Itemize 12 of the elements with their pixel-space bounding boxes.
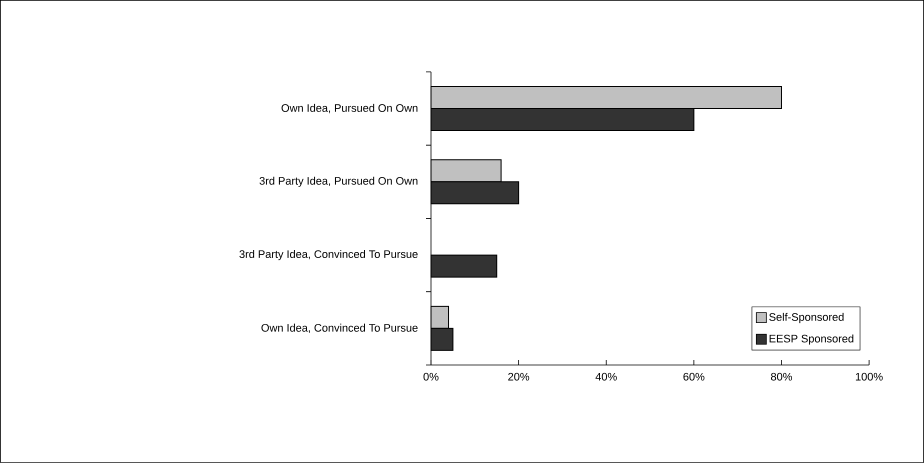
x-tick-label: 100% — [856, 372, 883, 381]
x-tick-label: 80% — [770, 372, 792, 381]
x-tick-label: 0% — [424, 372, 439, 381]
legend-label: EESP Sponsored — [770, 334, 854, 345]
x-tick-label: 60% — [683, 372, 704, 381]
y-tick-label: Own Idea, Convinced To Pursue — [261, 324, 418, 334]
y-tick-label: 3rd Party Idea, Convinced To Pursue — [239, 250, 418, 260]
x-tick-label: 40% — [596, 372, 617, 381]
y-tick-label: Own Idea, Pursued On Own — [282, 104, 418, 114]
legend-label: Self-Sponsored — [769, 312, 844, 324]
x-tick-label: 20% — [508, 372, 530, 381]
y-tick-label: 3rd Party Idea, Pursued On Own — [260, 176, 418, 187]
